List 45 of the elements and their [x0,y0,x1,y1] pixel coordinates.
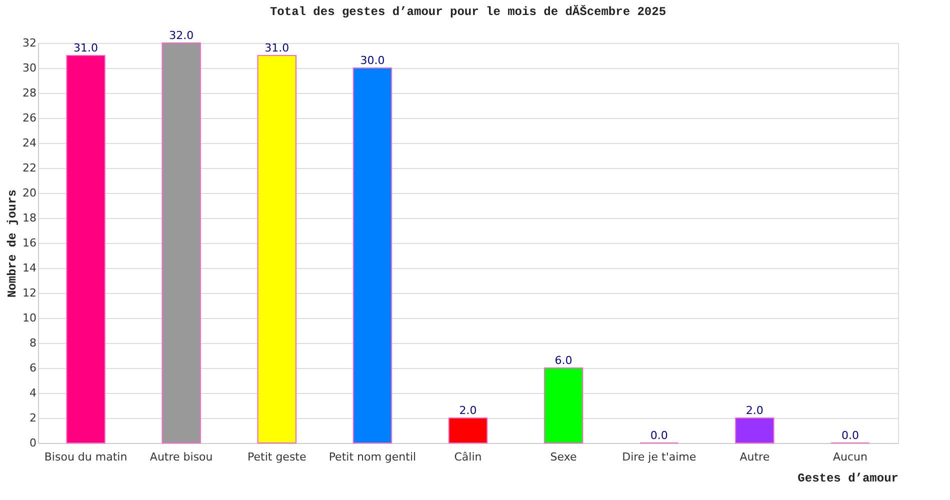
x-tick-label: Bisou du matin [44,450,128,464]
data-label: 31.0 [74,42,98,54]
data-label: 6.0 [554,354,572,367]
y-tick-label: 32 [22,36,36,50]
y-tick-label: 20 [22,186,36,200]
x-tick-label: Autre [740,450,770,464]
y-tick-label: 10 [22,312,36,324]
x-tick-label: Dire je t'aime [622,450,696,464]
y-tick-label: 14 [22,262,36,274]
x-tick-label: Sexe [550,450,578,464]
data-label: 30.0 [360,54,385,67]
data-label: 32.0 [169,29,194,42]
y-axis-title: Nombre de jours [6,189,20,298]
y-tick-label: 2 [30,412,36,424]
x-tick-label: Autre bisou [150,450,213,464]
x-tick-label: Petit nom gentil [328,450,416,464]
bar [448,418,488,444]
data-label: 0.0 [841,429,859,442]
y-tick-label: 8 [30,336,36,350]
bar [162,42,201,444]
chart-title: Total des gestes d’amour pour le mois de dĂŠcembre 2025 [270,5,666,19]
y-tick-label: 6 [30,362,36,374]
x-axis-title: Gestes d’amour [798,472,898,486]
data-label: 2.0 [746,404,764,417]
y-tick-label: 16 [22,236,36,250]
data-label: 0.0 [650,429,668,442]
y-tick-label: 0 [30,436,36,450]
y-tick-label: 4 [30,386,36,400]
bar [735,418,774,444]
y-tick-label: 26 [22,112,36,124]
y-tick-label: 12 [22,286,36,300]
bar [352,68,392,444]
bar [257,55,296,444]
y-tick-label: 18 [22,212,36,224]
x-tick-label: Câlin [454,450,482,464]
bar [544,368,584,444]
data-label: 31.0 [264,42,290,54]
y-tick-label: 24 [22,136,36,150]
data-label: 2.0 [459,404,477,417]
y-tick-label: 30 [22,62,36,74]
y-tick-label: 28 [22,86,36,100]
y-tick-label: 22 [22,162,36,174]
x-tick-label: Petit geste [248,450,306,464]
x-tick-label: Aucun [832,450,868,464]
bar [66,55,106,444]
